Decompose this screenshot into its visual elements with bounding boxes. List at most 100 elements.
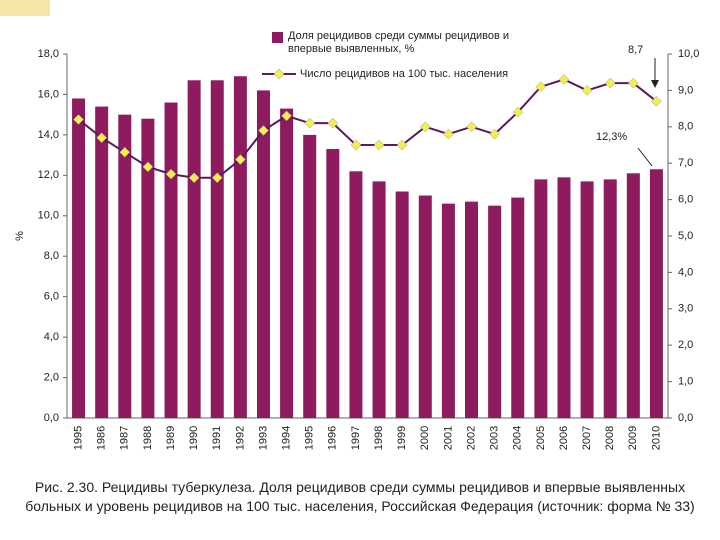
x-tick-label: 1988 <box>142 426 154 450</box>
y2-tick-label: 7,0 <box>678 157 693 169</box>
bar <box>210 80 224 419</box>
x-tick-label: 2006 <box>558 426 570 450</box>
bar <box>72 98 86 418</box>
bar <box>372 181 386 418</box>
annotation: 12,3% <box>596 131 627 143</box>
marker <box>489 128 500 140</box>
x-tick-label: 1994 <box>281 426 293 450</box>
annotation: 8,7 <box>628 44 643 56</box>
x-tick-label: 2001 <box>442 426 454 450</box>
x-tick-label: 1997 <box>350 426 362 450</box>
legend-swatch <box>272 32 283 43</box>
marker <box>443 128 454 140</box>
decoration <box>0 0 50 16</box>
y2-tick-label: 9,0 <box>678 84 693 96</box>
x-tick-label: 1993 <box>257 426 269 450</box>
y2-tick-label: 4,0 <box>678 266 693 278</box>
x-tick-label: 1990 <box>188 426 200 450</box>
bar <box>303 134 317 418</box>
x-tick-label: 2005 <box>535 426 547 450</box>
x-tick-label: 1987 <box>119 426 131 450</box>
x-tick-label: 2003 <box>489 426 501 450</box>
x-tick-label: 1998 <box>373 426 385 450</box>
x-tick-label: 1999 <box>396 426 408 450</box>
y-tick-label: 12,0 <box>38 169 59 181</box>
marker <box>581 85 593 96</box>
x-tick-label: 2007 <box>581 426 593 450</box>
y2-tick-label: 0,0 <box>678 412 693 424</box>
y2-tick-label: 5,0 <box>678 230 693 242</box>
x-tick-label: 2008 <box>604 426 616 450</box>
bar <box>256 90 270 419</box>
y2-tick-label: 8,0 <box>678 121 693 133</box>
marker <box>512 106 524 118</box>
bar <box>626 173 640 418</box>
bar <box>280 108 294 418</box>
marker <box>258 125 269 136</box>
bar <box>326 149 340 419</box>
bar <box>233 76 247 418</box>
bar <box>95 106 109 419</box>
marker <box>211 172 223 184</box>
x-tick-label: 1996 <box>327 426 339 450</box>
x-tick-label: 1991 <box>211 426 223 450</box>
y-tick-label: 8,0 <box>44 250 59 262</box>
x-tick-label: 1995 <box>304 426 316 450</box>
y2-tick-label: 6,0 <box>678 194 693 206</box>
y-axis-label: % <box>14 231 26 241</box>
arrow <box>651 80 659 88</box>
marker <box>165 168 177 180</box>
x-tick-label: 2002 <box>465 426 477 450</box>
y-tick-label: 0,0 <box>44 412 59 424</box>
legend-swatch <box>273 68 285 80</box>
bar <box>141 118 155 418</box>
x-tick-label: 2009 <box>627 426 639 450</box>
marker <box>535 81 547 93</box>
x-tick-label: 2010 <box>650 426 662 450</box>
bar <box>418 195 432 418</box>
bar <box>465 201 479 418</box>
marker <box>350 139 362 151</box>
bar <box>187 80 201 419</box>
y2-tick-label: 1,0 <box>678 376 693 388</box>
bar <box>441 203 455 418</box>
marker <box>281 110 292 122</box>
bar <box>349 171 363 418</box>
bar <box>118 114 132 419</box>
bar <box>649 169 663 418</box>
marker <box>651 95 662 107</box>
y-tick-label: 10,0 <box>38 210 59 222</box>
bar <box>603 179 617 418</box>
marker <box>373 139 385 151</box>
marker <box>96 132 108 144</box>
bar <box>395 191 409 418</box>
bar <box>580 181 594 418</box>
marker <box>419 121 431 133</box>
marker <box>304 117 316 129</box>
y2-tick-label: 3,0 <box>678 303 693 315</box>
y2-tick-label: 2,0 <box>678 339 693 351</box>
y-tick-label: 16,0 <box>38 88 59 100</box>
x-tick-label: 2000 <box>419 426 431 450</box>
bar <box>557 177 571 418</box>
y-tick-label: 2,0 <box>44 371 59 383</box>
x-tick-label: 1992 <box>234 426 246 450</box>
marker <box>235 154 246 165</box>
arrow <box>637 147 653 167</box>
marker <box>604 77 616 89</box>
y2-tick-label: 10,0 <box>678 48 699 60</box>
marker <box>558 74 570 85</box>
y-tick-label: 14,0 <box>38 129 59 141</box>
y-tick-label: 18,0 <box>38 48 59 60</box>
y-tick-label: 4,0 <box>44 331 59 343</box>
x-tick-label: 2004 <box>512 426 524 450</box>
bar <box>164 102 178 419</box>
caption: Рис. 2.30. Рецидивы туберкулеза. Доля ре… <box>25 479 695 514</box>
x-tick-label: 1986 <box>96 426 108 450</box>
marker <box>327 117 339 129</box>
marker <box>627 77 639 89</box>
marker <box>188 172 200 184</box>
marker <box>466 121 477 133</box>
bar <box>534 179 548 418</box>
